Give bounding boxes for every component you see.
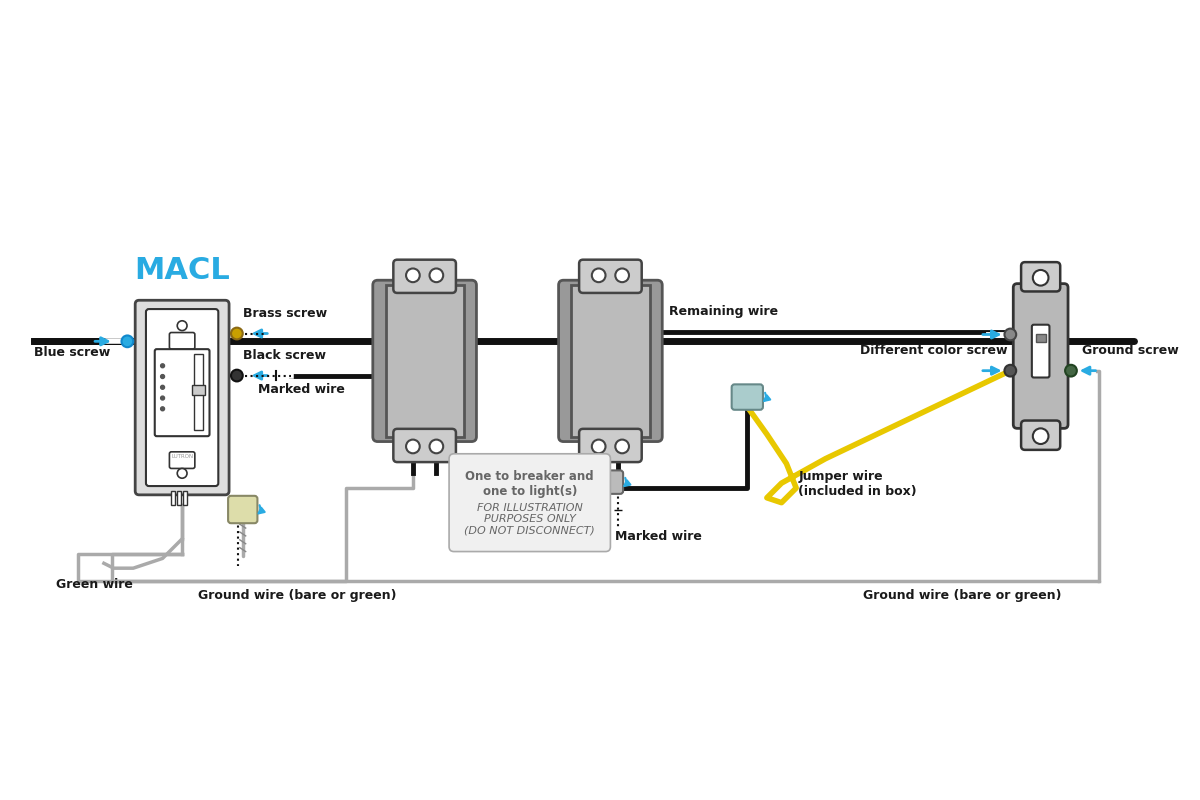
Bar — [172, 491, 175, 505]
Text: Brass screw: Brass screw — [242, 307, 326, 320]
FancyBboxPatch shape — [1032, 325, 1050, 378]
Text: Different color screw: Different color screw — [860, 344, 1008, 357]
FancyBboxPatch shape — [146, 309, 218, 486]
FancyBboxPatch shape — [1021, 421, 1061, 450]
FancyBboxPatch shape — [449, 454, 611, 551]
Bar — [385, 285, 463, 437]
FancyBboxPatch shape — [1013, 284, 1068, 428]
FancyBboxPatch shape — [155, 349, 210, 436]
FancyBboxPatch shape — [1021, 262, 1061, 291]
Circle shape — [592, 440, 606, 454]
Text: One to breaker and
one to light(s): One to breaker and one to light(s) — [466, 470, 594, 498]
Text: Jumper wire
(included in box): Jumper wire (included in box) — [798, 470, 917, 498]
Text: Ground wire (bare or green): Ground wire (bare or green) — [863, 589, 1062, 602]
Text: LUTRON: LUTRON — [172, 454, 193, 459]
FancyBboxPatch shape — [136, 300, 229, 495]
Circle shape — [1033, 428, 1049, 444]
FancyBboxPatch shape — [394, 260, 456, 293]
Circle shape — [592, 269, 606, 282]
Text: MACL: MACL — [134, 256, 230, 285]
FancyBboxPatch shape — [228, 496, 258, 523]
Circle shape — [178, 469, 187, 478]
Circle shape — [161, 374, 164, 378]
Text: Ground wire (bare or green): Ground wire (bare or green) — [198, 589, 397, 602]
Circle shape — [161, 364, 164, 368]
Bar — [571, 285, 649, 437]
Bar — [184, 491, 187, 505]
Circle shape — [406, 269, 420, 282]
FancyBboxPatch shape — [580, 429, 642, 462]
Circle shape — [616, 269, 629, 282]
FancyBboxPatch shape — [394, 429, 456, 462]
Circle shape — [161, 386, 164, 390]
Circle shape — [232, 328, 242, 339]
Text: Marked wire: Marked wire — [616, 530, 702, 543]
Circle shape — [1066, 365, 1076, 377]
Text: Black screw: Black screw — [242, 349, 325, 362]
Text: Remaining wire: Remaining wire — [670, 305, 779, 318]
Circle shape — [232, 370, 242, 382]
Circle shape — [406, 440, 420, 454]
Circle shape — [1004, 329, 1016, 340]
FancyBboxPatch shape — [594, 470, 623, 494]
Bar — [192, 386, 205, 395]
Circle shape — [121, 335, 133, 347]
Text: Green wire: Green wire — [55, 578, 132, 591]
FancyBboxPatch shape — [580, 260, 642, 293]
FancyBboxPatch shape — [558, 280, 662, 442]
Bar — [194, 354, 203, 430]
Circle shape — [161, 407, 164, 410]
Circle shape — [430, 269, 443, 282]
Circle shape — [616, 440, 629, 454]
Bar — [1036, 334, 1045, 342]
FancyBboxPatch shape — [169, 333, 194, 349]
FancyBboxPatch shape — [373, 280, 476, 442]
Circle shape — [161, 396, 164, 400]
Text: Ground screw: Ground screw — [1081, 344, 1178, 357]
Circle shape — [1004, 365, 1016, 377]
Text: Blue screw: Blue screw — [34, 346, 109, 359]
Bar — [178, 491, 181, 505]
FancyBboxPatch shape — [169, 452, 194, 469]
Circle shape — [178, 321, 187, 330]
Circle shape — [1033, 270, 1049, 286]
FancyBboxPatch shape — [732, 384, 763, 410]
Text: FOR ILLUSTRATION
PURPOSES ONLY
(DO NOT DISCONNECT): FOR ILLUSTRATION PURPOSES ONLY (DO NOT D… — [464, 502, 595, 536]
Text: Marked wire: Marked wire — [258, 383, 346, 396]
Circle shape — [430, 440, 443, 454]
